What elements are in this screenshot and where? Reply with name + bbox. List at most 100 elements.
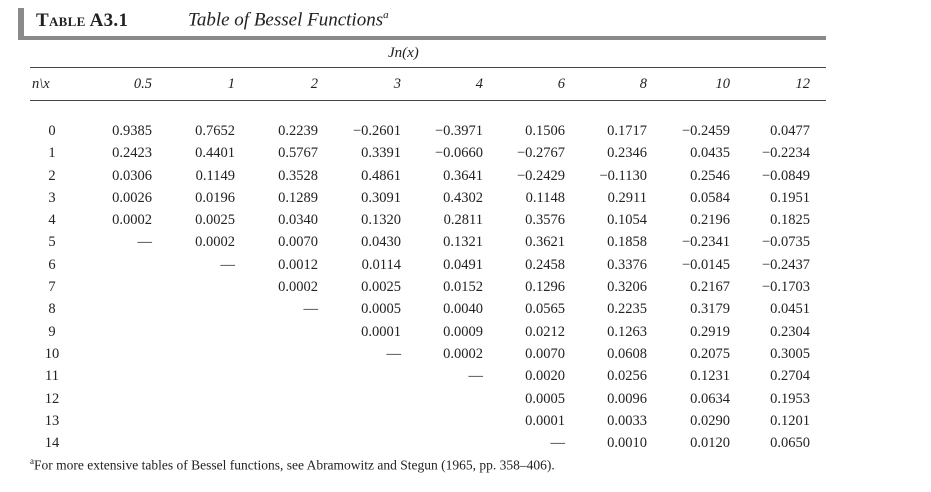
table-cell: 0.0025 [195,212,235,229]
table-cell: 0.0096 [607,390,647,407]
row-index-n: 10 [44,345,60,362]
table-cell: 0.2196 [690,212,730,229]
table-cell: −0.0735 [761,234,810,251]
table-cell [74,343,152,365]
table-cell: 0.9385 [112,122,152,139]
table-cell: 0.2239 [278,122,318,139]
table-cell: — [386,345,402,362]
table-cell: 0.1054 [607,212,647,229]
row-index-n: 2 [48,167,56,184]
table-cell: −0.2429 [516,167,565,184]
table-cell [152,388,235,410]
row-index-n: 9 [48,323,56,340]
table-cell: 0.0070 [525,345,565,362]
table-cell: 0.0477 [770,122,810,139]
table-cell [152,432,235,454]
table-cell: 0.4861 [361,167,401,184]
table-cell: 0.2811 [443,212,483,229]
table-cell: 0.1231 [690,368,730,385]
table-cell: 0.0491 [443,256,483,273]
row-index-n: 1 [48,145,56,162]
table-cell [235,343,318,365]
row-index-n: 4 [48,212,56,229]
row-index-n: 14 [44,435,60,452]
table-cell: 0.2075 [690,345,730,362]
table-cell: 0.1149 [195,167,235,184]
table-row: 1 0.2423 0.4401 0.5767 0.3391 −0.0660 −0.2767 0… [30,143,810,165]
table-cell: 0.2304 [770,323,810,340]
table-cell [235,410,318,432]
table-cell [318,366,401,388]
table-cell: 0.1717 [607,122,647,139]
table-cell: 0.4302 [443,189,483,206]
row-index-n: 0 [48,122,56,139]
table-cell: 0.0430 [361,234,401,251]
table-cell [152,410,235,432]
x-header: 3 [393,75,401,92]
table-cell: 0.0634 [690,390,730,407]
table-cell: 0.0650 [770,435,810,452]
table-cell: 0.0020 [525,368,565,385]
table-cell: 0.0002 [112,212,152,229]
table-cell [401,388,483,410]
table-row: 8 — 0.0005 0.0040 0.0565 0.2235 0.3179 0.0451 [30,299,810,321]
table-cell: 0.1320 [361,212,401,229]
table-title: Table of Bessel Functionsa [188,9,389,31]
table-cell: −0.2437 [761,256,810,273]
table-cell: 0.0009 [443,323,483,340]
table-cell: 0.0196 [195,189,235,206]
table-cell: 0.1825 [770,212,810,229]
table-cell: 0.0565 [525,301,565,318]
table-cell [74,366,152,388]
table-cell: −0.2234 [761,145,810,162]
row-index-n: 3 [48,189,56,206]
table-cell [74,321,152,343]
table-cell: 0.0212 [525,323,565,340]
table-number-text: Table A3.1 [36,10,129,31]
table-cell: 0.0608 [607,345,647,362]
table-number: Table A3.1 [36,10,128,32]
table-cell: 0.0001 [525,412,565,429]
table-row: 9 0.0001 0.0009 0.0212 0.1263 0.2919 0.2304 [30,321,810,343]
table-cell: — [468,368,484,385]
table-cell: 0.3376 [607,256,647,273]
table-cell: −0.2341 [681,234,730,251]
table-row: 4 0.0002 0.0025 0.0340 0.1320 0.2811 0.3576 0.1… [30,209,810,231]
table-cell: 0.3005 [770,345,810,362]
table-row: 12 0.0005 0.0096 0.0634 0.1953 [30,388,810,410]
table-cell: 0.0451 [770,301,810,318]
footnote: aFor more extensive tables of Bessel fun… [30,456,555,474]
header-rule-bottom [30,100,826,101]
x-header: 8 [639,75,647,92]
table-cell: 0.1148 [525,189,565,206]
table-cell: 0.0152 [443,279,483,296]
table-cell [152,276,235,298]
x-header: 6 [557,75,565,92]
row-index-n: 12 [44,390,60,407]
row-index-n: 8 [48,301,56,318]
table-cell: 0.3621 [525,234,565,251]
table-cell: 0.0070 [278,234,318,251]
table-cell: −0.0849 [761,167,810,184]
x-header: 10 [715,75,731,92]
row-index-n: 13 [44,412,60,429]
table-cell: 0.0025 [361,279,401,296]
table-cell: 0.2235 [607,301,647,318]
table-cell [152,343,235,365]
table-cell: 0.2167 [690,279,730,296]
title-footnote-mark: a [383,9,389,21]
table-cell [74,254,152,276]
table-cell: 0.1321 [443,234,483,251]
table-cell: 0.1858 [607,234,647,251]
table-title-bar: Table A3.1 Table of Bessel Functionsa [18,8,826,40]
table-cell: 0.0005 [525,390,565,407]
header-rule-top [30,67,826,68]
table-cell: 0.0114 [361,256,401,273]
table-cell: 0.3206 [607,279,647,296]
table-cell: 0.5767 [278,145,318,162]
table-cell: — [550,435,566,452]
table-cell: 0.0306 [112,167,152,184]
table-cell: 0.7652 [195,122,235,139]
table-cell: 0.4401 [195,145,235,162]
table-cell [401,432,483,454]
